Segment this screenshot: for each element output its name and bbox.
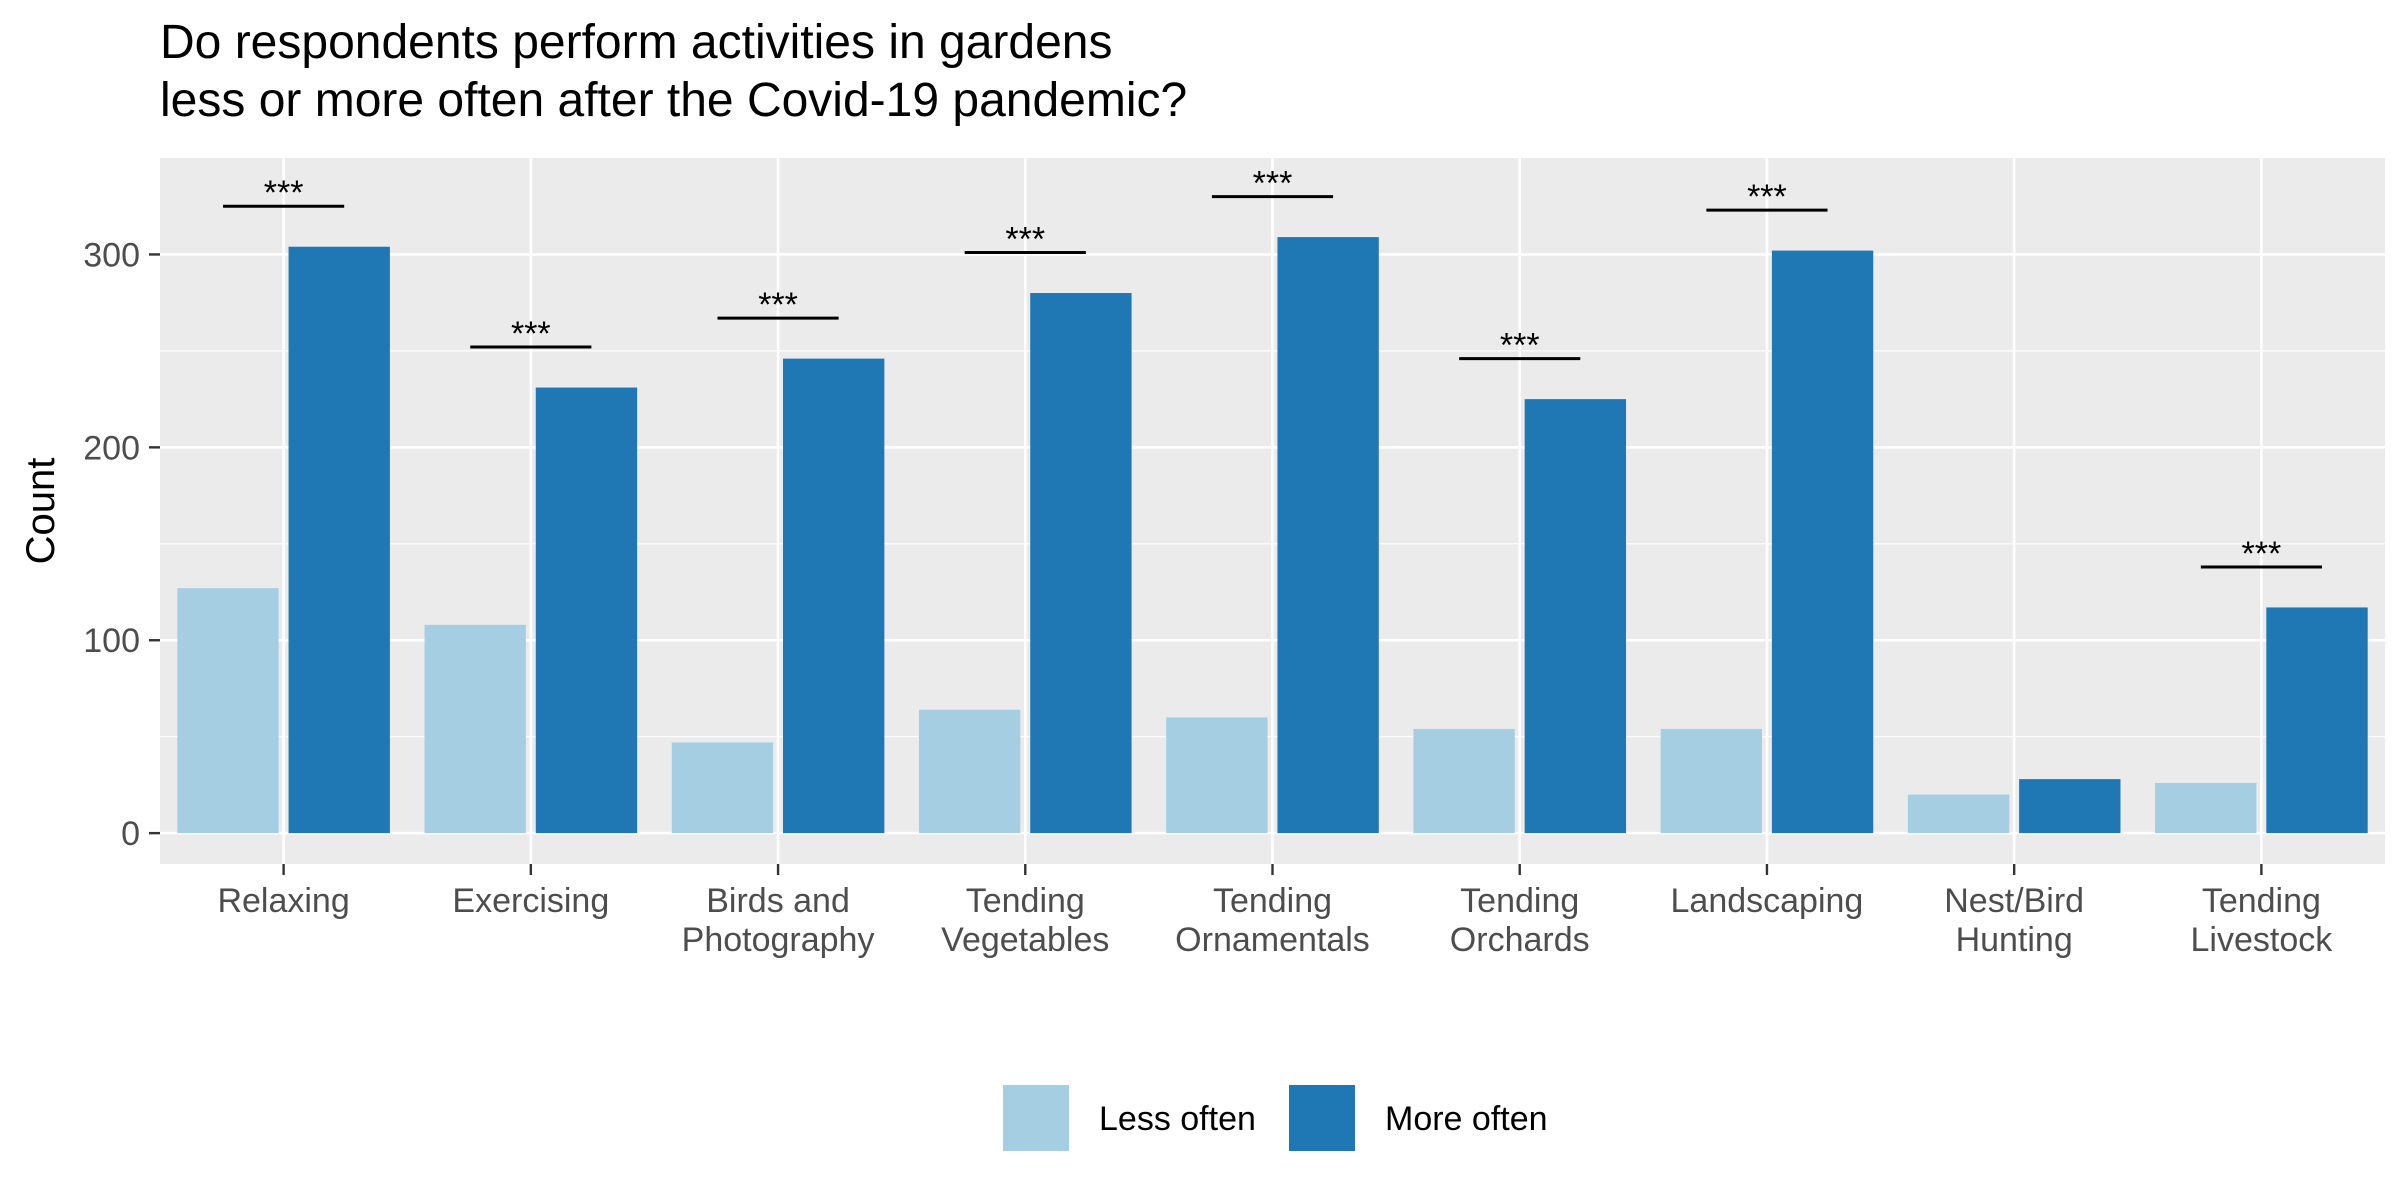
bar-less-often — [177, 588, 279, 834]
y-tick-label: 0 — [121, 815, 140, 853]
significance-label: *** — [1500, 327, 1540, 365]
x-tick-label: Tending Orchards — [1450, 882, 1590, 959]
significance-label: *** — [1747, 178, 1787, 216]
y-tick-label: 200 — [83, 429, 140, 467]
bar-more-often — [2019, 779, 2121, 834]
y-axis-title: Count — [19, 458, 63, 565]
bar-more-often — [288, 246, 390, 834]
y-tick-label: 100 — [83, 622, 140, 660]
significance-label: *** — [758, 286, 798, 324]
legend-label: Less often — [1099, 1100, 1256, 1138]
bar-less-often — [2155, 782, 2257, 834]
bar-less-often — [918, 709, 1021, 834]
bar-more-often — [783, 358, 885, 834]
significance-label: *** — [2242, 535, 2282, 573]
significance-label: *** — [511, 315, 551, 353]
legend-key-more-often — [1289, 1085, 1355, 1151]
bar-more-often — [1524, 399, 1627, 834]
x-tick-label: Birds and Photography — [682, 882, 875, 959]
legend-label: More often — [1385, 1100, 1548, 1138]
significance-label: *** — [1005, 221, 1045, 259]
significance-label: *** — [264, 174, 304, 212]
x-tick-label: Relaxing — [217, 882, 349, 920]
bar-less-often — [1166, 717, 1268, 834]
significance-label: *** — [1253, 165, 1293, 203]
chart-title: Do respondents perform activities in gar… — [160, 14, 1187, 130]
bar-less-often — [424, 624, 526, 834]
y-tick-label: 300 — [83, 236, 140, 274]
bar-more-often — [1030, 293, 1132, 834]
x-tick-label: Tending Ornamentals — [1175, 882, 1370, 959]
x-tick-label: Tending Vegetables — [941, 882, 1109, 959]
bar-less-often — [1907, 794, 2010, 834]
chart-title-line-1: Do respondents perform activities in gar… — [160, 16, 1113, 69]
bar-more-often — [2266, 607, 2368, 834]
bar-more-often — [535, 387, 638, 834]
x-tick-label: Landscaping — [1671, 882, 1864, 920]
bar-more-often — [1771, 250, 1874, 834]
x-tick-label: Nest/Bird Hunting — [1944, 882, 2084, 959]
bar-less-often — [671, 742, 774, 834]
legend-key-less-often — [1003, 1085, 1069, 1151]
x-tick-label: Tending Livestock — [2191, 882, 2334, 959]
x-tick-label: Exercising — [452, 882, 609, 920]
bar-less-often — [1413, 728, 1515, 834]
bar-less-often — [1660, 728, 1762, 834]
bar-more-often — [1277, 237, 1379, 834]
chart-title-line-2: less or more often after the Covid-19 pa… — [160, 74, 1188, 127]
